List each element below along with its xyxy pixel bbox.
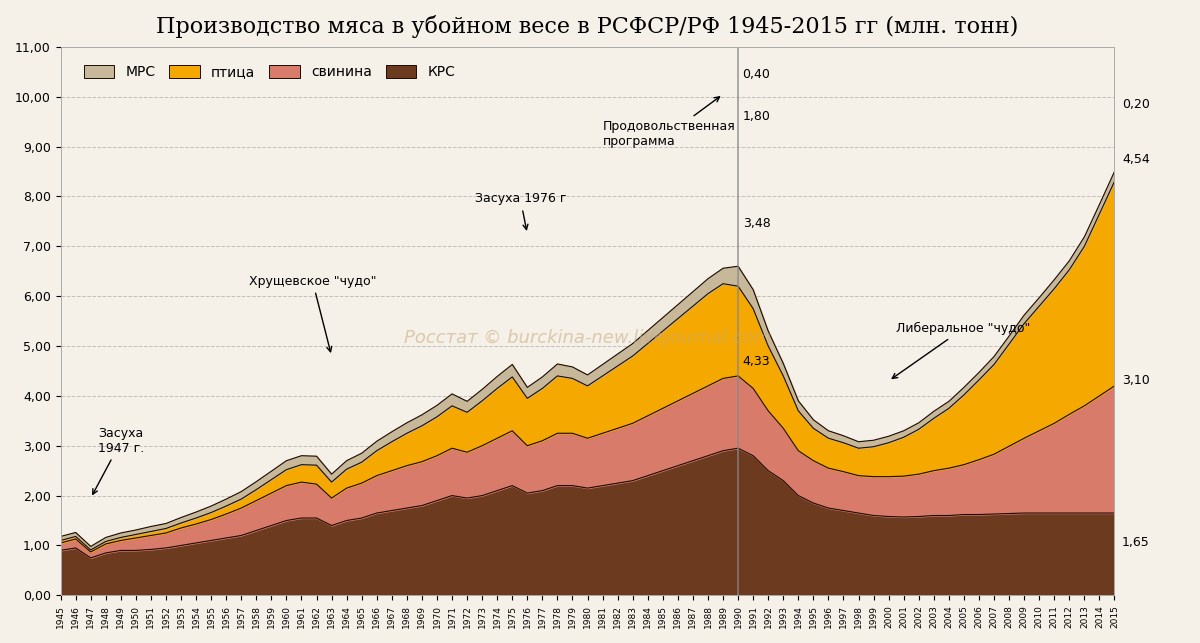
Text: Засуха 1976 г: Засуха 1976 г [475,192,566,230]
Legend: МРС, птица, свинина, КРС: МРС, птица, свинина, КРС [78,59,461,85]
Text: Продовольственная
программа: Продовольственная программа [602,97,736,148]
Text: 3,48: 3,48 [743,217,770,230]
Text: 1,80: 1,80 [743,110,770,123]
Text: Хрущевское "чудо": Хрущевское "чудо" [248,275,377,352]
Text: 4,54: 4,54 [1122,152,1150,165]
Text: 1,65: 1,65 [1122,536,1150,549]
Text: Либеральное "чудо": Либеральное "чудо" [892,322,1031,379]
Text: 3,10: 3,10 [1122,374,1150,388]
Text: 0,20: 0,20 [1122,98,1150,111]
Text: Росстат © burckina-new.livejournal.com: Росстат © burckina-new.livejournal.com [404,329,772,347]
Text: 4,33: 4,33 [743,356,770,368]
Text: 0,40: 0,40 [743,68,770,81]
Title: Производство мяса в убойном весе в РСФСР/РФ 1945-2015 гг (млн. тонн): Производство мяса в убойном весе в РСФСР… [156,15,1019,38]
Text: Засуха
1947 г.: Засуха 1947 г. [92,427,144,494]
